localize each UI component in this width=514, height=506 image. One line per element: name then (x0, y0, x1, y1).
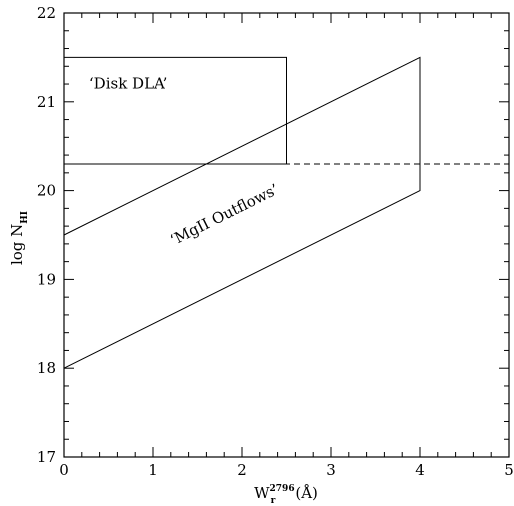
series-line-1 (63, 56, 287, 165)
series-line-2 (63, 56, 421, 370)
y-tick-label: 19 (37, 270, 56, 288)
y-tick-label: 17 (37, 448, 56, 466)
x-axis-label: W2796 r (Å) (254, 484, 318, 506)
tick-labels: 0 1 2 3 4 5 17 18 19 20 21 22 (37, 4, 514, 479)
series-group (63, 56, 509, 370)
x-tick-label: 3 (326, 461, 336, 479)
x-tick-label: 1 (148, 461, 158, 479)
x-tick-label: 5 (504, 461, 514, 479)
ticks (63, 12, 510, 458)
x-tick-label: 4 (415, 461, 425, 479)
annotation-2: ‘MgII Outflows’ (167, 180, 281, 249)
x-tick-label: 2 (237, 461, 247, 479)
y-axis-label: log NHI (8, 211, 30, 265)
y-tick-label: 22 (37, 4, 56, 22)
annotation-1: ‘Disk DLA’ (89, 74, 168, 92)
annotations: ‘Disk DLA’ ‘MgII Outflows’ (89, 74, 282, 249)
y-tick-label: 20 (37, 182, 56, 200)
y-tick-label: 18 (37, 359, 56, 377)
y-tick-label: 21 (37, 93, 56, 111)
x-tick-label: 0 (59, 461, 69, 479)
